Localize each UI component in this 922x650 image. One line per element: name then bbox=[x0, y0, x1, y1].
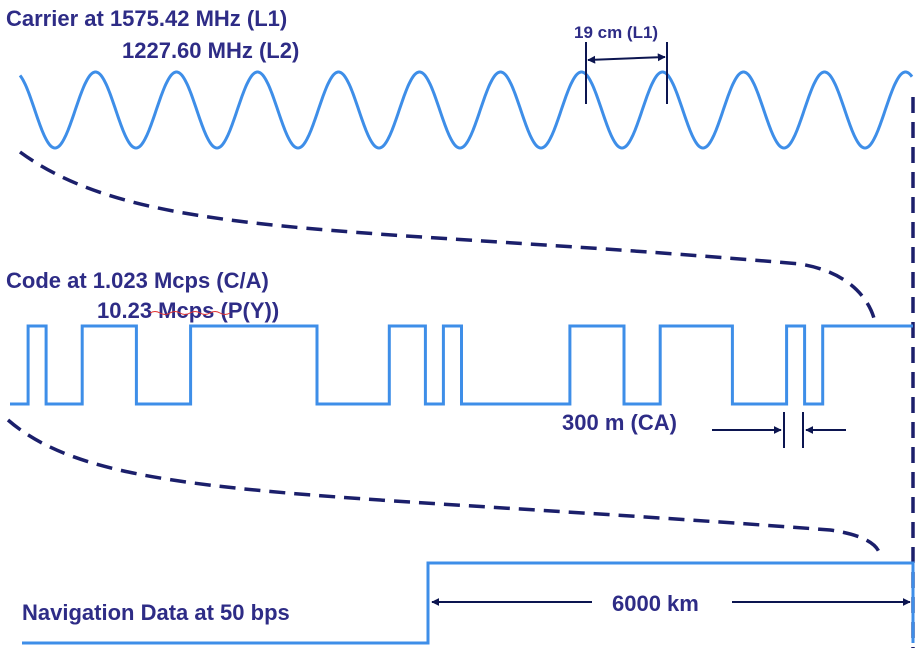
prn-code-waveform bbox=[10, 324, 913, 406]
wavelength-label: 19 cm (L1) bbox=[574, 23, 658, 42]
nav-data-bit bbox=[22, 561, 915, 645]
wavelength-arrow bbox=[587, 53, 666, 64]
carrier-l2-frequency: 1227.60 MHz (L2) bbox=[122, 38, 299, 63]
code-p-rate: 10.23 Mcps (P(Y)) bbox=[97, 298, 279, 323]
carrier-wave bbox=[18, 70, 914, 150]
zoom-guide-code-to-nav bbox=[6, 418, 882, 556]
carrier-title: Carrier at 1575.42 MHz (L1) bbox=[6, 6, 287, 31]
nav-length-label: 6000 km bbox=[612, 591, 699, 616]
nav-title: Navigation Data at 50 bps bbox=[22, 600, 290, 625]
zoom-guide-carrier-to-code bbox=[18, 150, 877, 323]
spellcheck-squiggle bbox=[149, 311, 231, 315]
code-title: Code at 1.023 Mcps (C/A) bbox=[6, 268, 269, 293]
chip-length-label: 300 m (CA) bbox=[562, 410, 677, 435]
